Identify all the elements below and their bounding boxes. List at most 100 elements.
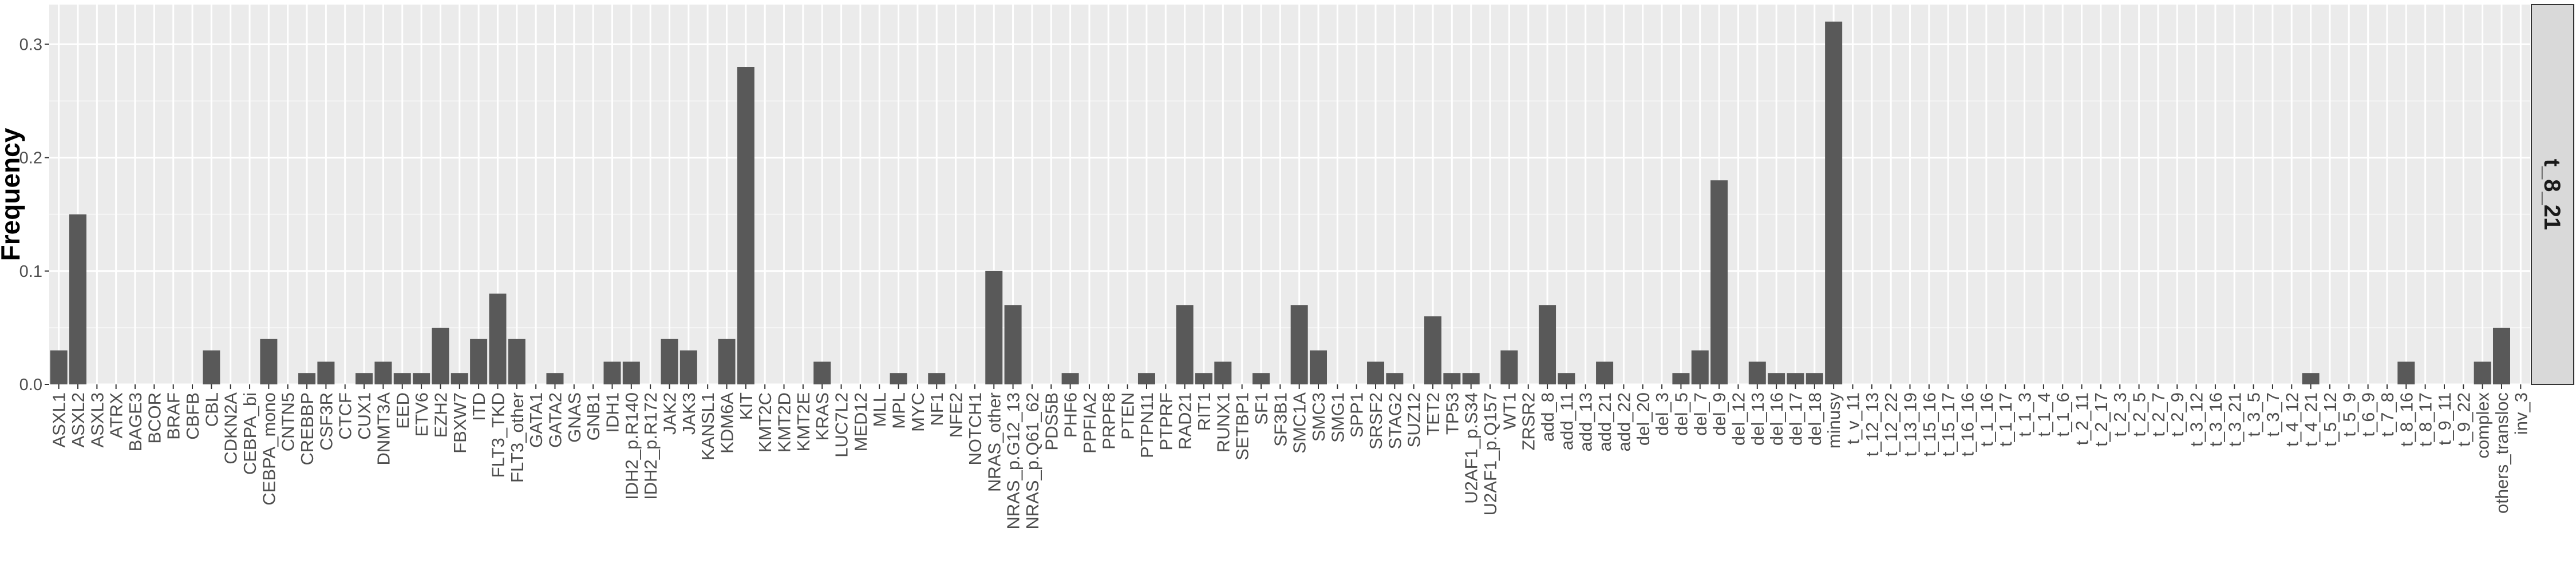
x-tick-label: t_8_16 [2396, 392, 2416, 447]
x-tick-label: t_2_9 [2167, 392, 2187, 437]
bar [1539, 305, 1556, 384]
bar [317, 362, 335, 384]
x-tick-label: FBXW7 [450, 392, 470, 454]
x-tick-label: t_9_22 [2453, 392, 2474, 447]
bar [737, 67, 754, 385]
bar [546, 373, 564, 384]
bar [1805, 373, 1823, 384]
x-tick-label: t_15_17 [1938, 392, 1958, 456]
x-tick-label: RIT1 [1194, 392, 1214, 431]
gridlines [49, 5, 2530, 386]
x-tick-label: t_3_12 [2187, 392, 2207, 447]
bar [890, 373, 907, 384]
x-tick-label: t_12_22 [1881, 392, 1901, 456]
x-tick-label: KMT2D [775, 392, 795, 452]
bar [1748, 362, 1766, 384]
x-tick-label: NRAS_other [984, 392, 1004, 492]
x-tick-label: CEBPA_mono [259, 392, 279, 506]
x-tick-label: IDH2_p.R172 [641, 392, 661, 500]
x-tick-label: del_12 [1728, 392, 1748, 446]
bar [489, 293, 507, 384]
bar [679, 350, 697, 384]
bar [1596, 362, 1614, 384]
x-tick-label: SF1 [1251, 392, 1271, 425]
x-tick-label: t_12_13 [1862, 392, 1882, 456]
bar [985, 271, 1003, 384]
bar [413, 373, 430, 384]
x-tick-label: PDS5B [1041, 392, 1061, 451]
x-tick-label: PPFIA2 [1080, 392, 1100, 454]
x-tick-label: del_5 [1671, 392, 1691, 436]
x-tick-label: ITD [469, 392, 489, 421]
x-tick-label: SMG1 [1327, 392, 1348, 443]
bar [718, 339, 736, 384]
x-tick-label: CDKN2A [221, 392, 241, 464]
x-tick-label: add_22 [1614, 392, 1634, 451]
facet-strip-label: t_8_21 [2539, 159, 2565, 231]
x-tick-label: ASXL1 [49, 392, 69, 448]
bar [813, 362, 831, 384]
bar [1424, 316, 1442, 384]
bar [298, 373, 316, 384]
bar [1386, 373, 1404, 384]
bar [2492, 327, 2510, 384]
x-tick-label: GATA1 [526, 392, 546, 448]
x-tick-label: RUNX1 [1213, 392, 1233, 452]
bar [1290, 305, 1308, 384]
x-tick-label: PRPF8 [1099, 392, 1119, 450]
x-tick-label: GNAS [564, 392, 584, 443]
x-tick-label: t_1_16 [1977, 392, 1997, 447]
bar [1787, 373, 1804, 384]
bar [1768, 373, 1785, 384]
bars-group [50, 21, 2510, 385]
x-tick-label: RAD21 [1175, 392, 1195, 450]
x-tick-label: PTPRF [1156, 392, 1176, 451]
x-tick-label: WT1 [1499, 392, 1519, 430]
x-tick-label: SPP1 [1347, 392, 1367, 438]
x-tick-label: t_5_12 [2320, 392, 2340, 447]
x-tick-label: SF3B1 [1270, 392, 1290, 447]
x-tick-label: PTEN [1118, 392, 1138, 440]
x-tick-label: del_7 [1690, 392, 1710, 436]
x-axis: ASXL1ASXL2ASXL3ATRXBAGE3BCORBRAFCBFBCBLC… [49, 384, 2531, 530]
bar [260, 339, 278, 384]
x-tick-label: t_1_3 [2015, 392, 2035, 437]
facet-strip [2531, 4, 2574, 385]
x-tick-label: del_3 [1652, 392, 1672, 436]
x-tick-label: t_7_8 [2377, 392, 2397, 437]
y-tick-label: 0.0 [19, 376, 42, 394]
x-tick-label: IDH1 [602, 392, 622, 433]
x-tick-label: JAK2 [660, 392, 680, 435]
x-tick-label: t_2_7 [2148, 392, 2168, 437]
x-tick-label: t_4_12 [2282, 392, 2302, 447]
x-tick-label: CTCF [335, 392, 355, 440]
x-tick-label: CBFB [183, 392, 203, 440]
bar [1137, 373, 1155, 384]
x-tick-label: t_6_9 [2358, 392, 2379, 437]
x-tick-label: PTPN11 [1137, 392, 1157, 458]
x-tick-label: t_v_11 [1843, 392, 1863, 444]
x-tick-label: PHF6 [1061, 392, 1081, 438]
x-tick-label: del_17 [1785, 392, 1805, 446]
y-axis: 0.0 0.1 0.2 0.3 [19, 35, 49, 394]
x-tick-label: SUZ12 [1404, 392, 1424, 447]
bar [374, 362, 392, 384]
x-tick-label: complex [2473, 392, 2493, 459]
bar [1214, 362, 1232, 384]
x-tick-label: EED [393, 392, 413, 429]
x-tick-label: t_15_16 [1919, 392, 1939, 456]
bar [1195, 373, 1212, 384]
bar [470, 339, 488, 384]
x-tick-label: NOTCH1 [965, 392, 985, 465]
bar [1558, 373, 1575, 384]
x-tick-label: GNB1 [583, 392, 603, 440]
x-tick-label: DNMT3A [373, 392, 393, 466]
x-tick-label: U2AF1_p.Q157 [1480, 392, 1500, 515]
x-tick-label: NF1 [927, 392, 947, 426]
x-tick-label: FLT3_other [507, 392, 527, 483]
x-tick-label: EZH2 [430, 392, 451, 438]
x-tick-label: LUC7L2 [832, 392, 852, 458]
bar [1443, 373, 1461, 384]
bar [2397, 362, 2415, 384]
